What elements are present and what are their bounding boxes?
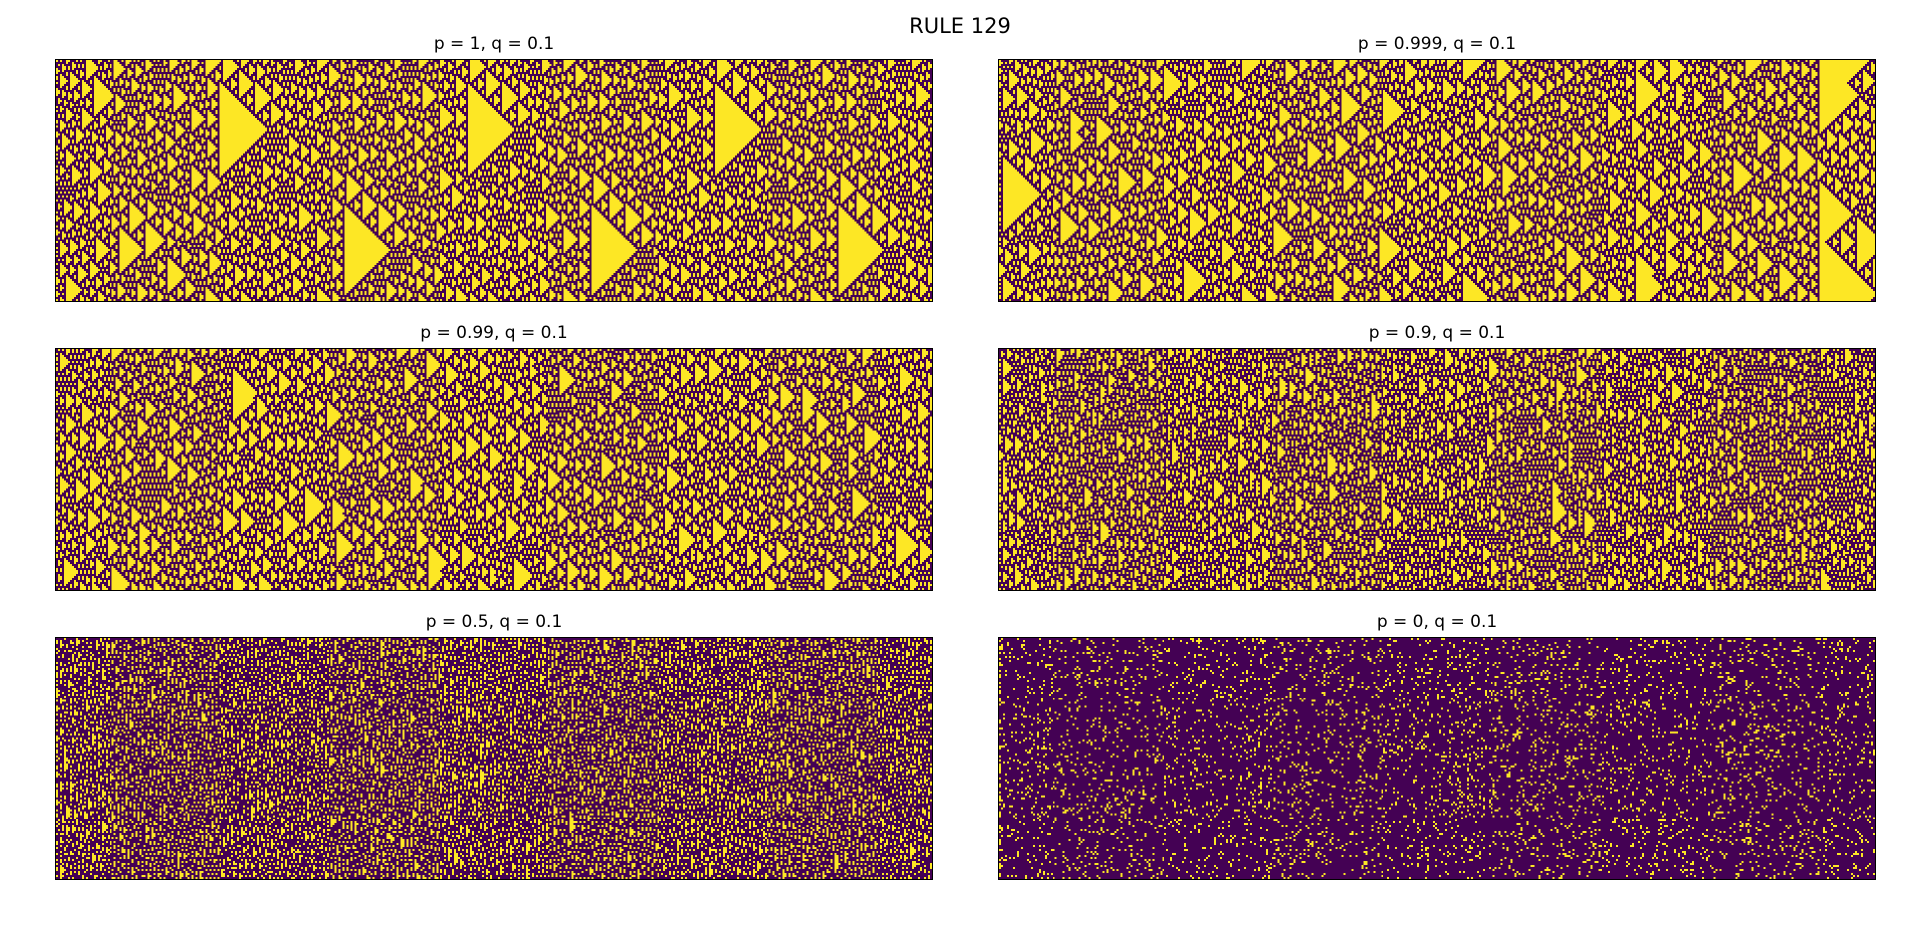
panel-p-0: p = 0, q = 0.1: [998, 612, 1876, 880]
panel-p-05: p = 0.5, q = 0.1: [55, 612, 933, 880]
panel-title: p = 0.999, q = 0.1: [1357, 34, 1517, 54]
automaton-plot: [998, 348, 1876, 591]
automaton-plot: [55, 348, 933, 591]
figure-title: RULE 129: [909, 14, 1011, 38]
panel-p-1: p = 1, q = 0.1: [55, 34, 933, 302]
automaton-plot: [55, 637, 933, 880]
panel-p-09: p = 0.9, q = 0.1: [998, 323, 1876, 591]
panel-title: p = 0.99, q = 0.1: [420, 323, 568, 343]
panel-title: p = 0.5, q = 0.1: [425, 612, 563, 632]
panel-p-0999: p = 0.999, q = 0.1: [998, 34, 1876, 302]
automaton-plot: [55, 59, 933, 302]
automaton-plot: [998, 59, 1876, 302]
panel-title: p = 0, q = 0.1: [1376, 612, 1498, 632]
panel-title: p = 0.9, q = 0.1: [1368, 323, 1506, 343]
panel-title: p = 1, q = 0.1: [433, 34, 555, 54]
panel-p-099: p = 0.99, q = 0.1: [55, 323, 933, 591]
automaton-plot: [998, 637, 1876, 880]
